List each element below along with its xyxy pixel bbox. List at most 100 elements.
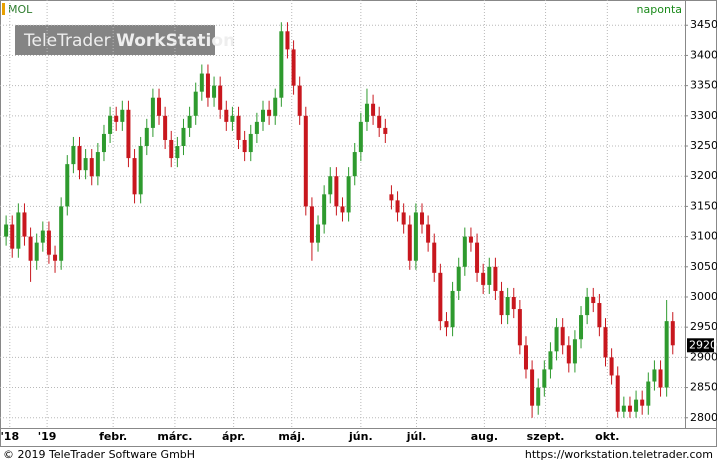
candle-body — [169, 139, 174, 159]
candle-body — [517, 309, 522, 346]
candle-body — [603, 327, 608, 358]
candle-body — [40, 230, 45, 243]
candle-body — [615, 375, 620, 412]
candle-body — [670, 321, 675, 346]
candle-body — [334, 176, 339, 207]
candle-body — [120, 109, 125, 122]
candle-body — [609, 357, 614, 376]
watermark-brand: TeleTrader — [23, 31, 111, 51]
candle-body — [285, 31, 290, 50]
candle-body — [46, 230, 51, 255]
candle-body — [260, 109, 265, 122]
x-tick-label: jún. — [348, 430, 373, 443]
candle-body — [322, 194, 327, 225]
url: https://workstation.teletrader.com — [525, 448, 713, 461]
candle-body — [523, 345, 528, 370]
candle-body — [542, 369, 547, 388]
candle-body — [487, 266, 492, 285]
x-tick-label: szept. — [527, 430, 565, 443]
candle-body — [212, 85, 217, 98]
candle-body — [432, 242, 437, 273]
candle-body — [157, 97, 162, 116]
candle-body — [175, 146, 180, 159]
candle-body — [481, 272, 486, 285]
y-tick-label: 2950 — [690, 320, 717, 333]
candle-body — [383, 127, 388, 134]
x-tick-label: ápr. — [222, 430, 245, 443]
candle-body — [89, 158, 94, 177]
candle-body — [279, 31, 284, 98]
candle-body — [591, 296, 596, 304]
candle-body — [65, 164, 70, 207]
candle-body — [652, 369, 657, 382]
candle-body — [456, 266, 461, 291]
candle-body — [475, 242, 480, 273]
candle-body — [132, 158, 137, 195]
candle-body — [566, 345, 571, 364]
y-tick-label: 3250 — [690, 139, 717, 152]
candle-body — [585, 296, 590, 316]
candle-body — [450, 290, 455, 328]
candle-body — [193, 91, 198, 116]
candle-body — [114, 115, 119, 122]
candle-body — [511, 296, 516, 310]
y-tick-label: 2850 — [690, 381, 717, 394]
y-tick-label: 3200 — [690, 169, 717, 182]
candle-body — [205, 73, 210, 98]
candle-body — [34, 242, 39, 261]
candle-body — [83, 158, 88, 171]
candle-body — [71, 146, 76, 165]
candle-body — [426, 224, 431, 243]
candle-body — [499, 290, 504, 316]
last-price-label: 2920 — [689, 338, 717, 351]
y-tick-label: 3050 — [690, 260, 717, 273]
candle-body — [303, 115, 308, 207]
candle-body — [462, 236, 467, 267]
candle-body — [346, 176, 351, 213]
candle-body — [77, 146, 82, 171]
candle-body — [560, 327, 565, 346]
candle-body — [22, 212, 27, 237]
candle-body — [395, 200, 400, 213]
candle-body — [242, 139, 247, 153]
plot: 2800 2850 2900 2950 3000 3050 3100 3150 3200 3250… — [0, 0, 717, 443]
x-tick-label: febr. — [99, 430, 127, 443]
candle-body — [297, 85, 302, 116]
candle-body — [597, 303, 602, 328]
candle-body — [658, 369, 663, 388]
x-tick-label: aug. — [471, 430, 498, 443]
candle-body — [664, 321, 669, 388]
candle-body — [187, 115, 192, 128]
y-tick-label: 3350 — [690, 79, 717, 92]
x-tick-label: '19 — [38, 430, 57, 443]
candle-body — [413, 212, 418, 261]
candle-body — [53, 254, 58, 261]
candle-body — [181, 127, 186, 147]
candle-body — [309, 206, 314, 243]
x-tick-label: márc. — [157, 430, 192, 443]
candle-body — [273, 97, 278, 116]
candle-body — [579, 315, 584, 340]
candle-body — [291, 49, 296, 86]
candle-body — [572, 339, 577, 364]
y-tick-label: 3150 — [690, 199, 717, 212]
x-tick-label: okt. — [595, 430, 619, 443]
x-tick-label: máj. — [278, 430, 305, 443]
candle-body — [536, 387, 541, 406]
candle-body — [10, 224, 15, 249]
candle-body — [126, 109, 131, 159]
x-tick-label: '18 — [0, 430, 19, 443]
copyright: © 2019 TeleTrader Software GmbH — [3, 448, 195, 461]
y-tick-label: 3000 — [690, 290, 717, 303]
y-tick-label: 3100 — [690, 230, 717, 243]
candle-body — [371, 103, 376, 116]
last-price-box — [687, 338, 714, 353]
x-tick-label: júl. — [406, 430, 427, 443]
y-tick-label: 3450 — [690, 18, 717, 31]
y-tick-label: 2800 — [690, 411, 717, 424]
interval: naponta — [637, 3, 682, 16]
candle-body — [554, 327, 559, 352]
y-tick-label: 3400 — [690, 48, 717, 61]
candle-body — [352, 152, 357, 177]
y-tick-label: 2900 — [690, 350, 717, 363]
